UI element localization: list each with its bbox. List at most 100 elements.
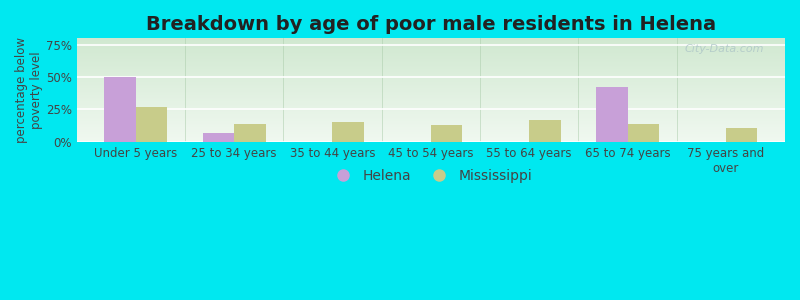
Bar	[77, 71, 785, 72]
Bar	[104, 77, 136, 142]
Bar	[77, 100, 785, 101]
Bar	[77, 98, 785, 99]
Bar	[77, 136, 785, 137]
Bar	[77, 122, 785, 123]
Bar	[77, 134, 785, 135]
Bar	[77, 44, 785, 45]
Bar	[77, 90, 785, 91]
Bar	[77, 55, 785, 56]
Bar	[77, 104, 785, 105]
Bar	[77, 139, 785, 140]
Bar	[77, 64, 785, 65]
Bar	[77, 102, 785, 103]
Bar	[77, 141, 785, 142]
Bar	[77, 69, 785, 70]
Bar	[77, 112, 785, 113]
Title: Breakdown by age of poor male residents in Helena: Breakdown by age of poor male residents …	[146, 15, 716, 34]
Bar	[77, 130, 785, 131]
Bar	[77, 87, 785, 88]
Bar	[77, 133, 785, 134]
Bar	[77, 110, 785, 111]
Bar	[77, 47, 785, 48]
Bar	[77, 89, 785, 90]
Bar	[77, 114, 785, 115]
Bar	[77, 43, 785, 44]
Bar	[77, 38, 785, 39]
Text: City-Data.com: City-Data.com	[684, 44, 764, 53]
Bar	[77, 61, 785, 62]
Bar	[77, 50, 785, 51]
Bar	[77, 40, 785, 41]
Bar	[77, 119, 785, 120]
Bar	[77, 105, 785, 106]
Bar	[77, 113, 785, 114]
Bar	[77, 125, 785, 126]
Bar	[77, 72, 785, 73]
Bar	[77, 48, 785, 49]
Bar	[77, 137, 785, 138]
Bar	[77, 106, 785, 107]
Bar	[77, 67, 785, 68]
Bar	[77, 54, 785, 55]
Bar	[77, 126, 785, 127]
Bar	[234, 124, 266, 142]
Bar	[77, 131, 785, 132]
Legend: Helena, Mississippi: Helena, Mississippi	[324, 164, 538, 189]
Bar	[77, 103, 785, 104]
Bar	[77, 99, 785, 100]
Bar	[77, 109, 785, 110]
Bar	[77, 59, 785, 60]
Bar	[77, 95, 785, 96]
Bar	[77, 107, 785, 108]
Bar	[77, 78, 785, 79]
Bar	[77, 97, 785, 98]
Bar	[77, 81, 785, 82]
Bar	[77, 84, 785, 85]
Bar	[77, 120, 785, 121]
Bar	[77, 80, 785, 81]
Bar	[77, 123, 785, 124]
Bar	[77, 101, 785, 102]
Bar	[77, 132, 785, 133]
Bar	[77, 68, 785, 69]
Bar	[77, 88, 785, 89]
Bar	[77, 65, 785, 66]
Bar	[202, 133, 234, 142]
Bar	[530, 120, 561, 142]
Bar	[77, 117, 785, 118]
Bar	[627, 124, 659, 142]
Bar	[77, 129, 785, 130]
Bar	[77, 124, 785, 125]
Bar	[77, 94, 785, 95]
Bar	[77, 63, 785, 64]
Bar	[77, 91, 785, 92]
Bar	[77, 127, 785, 128]
Bar	[77, 51, 785, 52]
Bar	[77, 53, 785, 54]
Bar	[77, 79, 785, 80]
Bar	[431, 125, 462, 142]
Bar	[726, 128, 758, 142]
Bar	[77, 83, 785, 84]
Bar	[77, 39, 785, 40]
Bar	[77, 57, 785, 58]
Bar	[77, 60, 785, 61]
Bar	[77, 41, 785, 42]
Bar	[77, 52, 785, 53]
Bar	[77, 70, 785, 71]
Bar	[77, 136, 785, 137]
Bar	[77, 140, 785, 141]
Bar	[77, 58, 785, 59]
Bar	[333, 122, 364, 142]
Y-axis label: percentage below
poverty level: percentage below poverty level	[15, 37, 43, 143]
Bar	[77, 138, 785, 139]
Bar	[596, 88, 627, 142]
Bar	[77, 74, 785, 75]
Bar	[77, 76, 785, 77]
Bar	[77, 75, 785, 76]
Bar	[77, 42, 785, 43]
Bar	[77, 77, 785, 78]
Bar	[77, 128, 785, 129]
Bar	[77, 115, 785, 116]
Bar	[77, 92, 785, 93]
